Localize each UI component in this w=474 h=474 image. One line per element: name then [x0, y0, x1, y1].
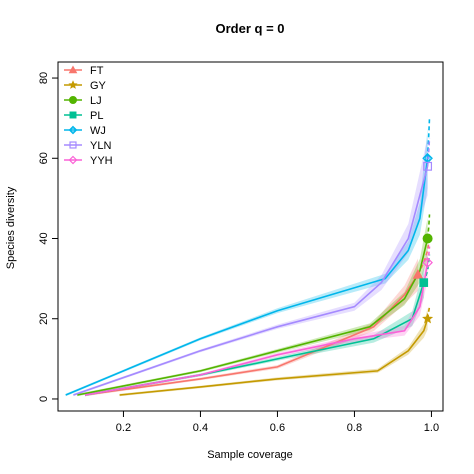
- x-tick-label: 1.0: [424, 422, 439, 434]
- series-line: [84, 274, 419, 396]
- confidence-band: [65, 128, 428, 397]
- legend-label: WJ: [90, 125, 106, 137]
- series-marker: [68, 80, 78, 89]
- x-tick-label: 0.4: [193, 422, 208, 434]
- series-markers: [412, 152, 434, 324]
- x-tick-label: 0.6: [270, 422, 285, 434]
- confidence-band: [119, 307, 428, 397]
- series-lines: [65, 118, 431, 396]
- x-tick-label: 0.8: [347, 422, 362, 434]
- y-tick-label: 0: [38, 396, 50, 402]
- legend: FT GY LJ PL WJ YLN YYH: [64, 65, 113, 167]
- x-tick-label: 0.2: [116, 422, 131, 434]
- confidence-bands: [65, 128, 428, 397]
- series-marker: [412, 269, 424, 279]
- y-axis: 0 20 40 60 80: [38, 72, 59, 402]
- series-line: [84, 282, 425, 396]
- series-marker: [422, 257, 433, 268]
- series-line: [65, 158, 429, 396]
- series-marker-inner: [70, 127, 76, 133]
- series-marker: [422, 312, 434, 324]
- series-extrapolation: [426, 246, 431, 263]
- y-tick-label: 20: [38, 313, 50, 325]
- series-line: [119, 318, 429, 396]
- legend-label: YLN: [90, 140, 111, 152]
- legend-label: YYH: [90, 155, 113, 167]
- series-marker: [423, 161, 433, 171]
- y-tick-label: 40: [38, 232, 50, 244]
- series-marker: [69, 141, 77, 149]
- series-marker: [68, 155, 78, 165]
- series-marker: [68, 125, 78, 135]
- series-marker: [68, 65, 78, 74]
- series-line: [84, 262, 429, 396]
- series-marker: [69, 111, 77, 119]
- legend-label: GY: [90, 80, 107, 92]
- legend-label: PL: [90, 110, 103, 122]
- series-marker: [422, 233, 433, 244]
- series-marker: [69, 96, 77, 104]
- series-extrapolation: [426, 118, 431, 159]
- y-tick-label: 80: [38, 72, 50, 84]
- chart-title: Order q = 0: [216, 21, 285, 36]
- x-axis: 0.2 0.4 0.6 0.8 1.0: [116, 410, 439, 434]
- series-extrapolation: [426, 138, 431, 167]
- series-marker-inner: [424, 155, 431, 162]
- legend-label: FT: [90, 65, 104, 77]
- legend-label: LJ: [90, 95, 102, 107]
- series-line: [77, 238, 429, 396]
- y-tick-label: 60: [38, 152, 50, 164]
- x-axis-label: Sample coverage: [207, 449, 293, 461]
- series-marker: [419, 278, 429, 287]
- y-axis-label: Species diversity: [5, 186, 17, 269]
- series-line: [73, 166, 429, 396]
